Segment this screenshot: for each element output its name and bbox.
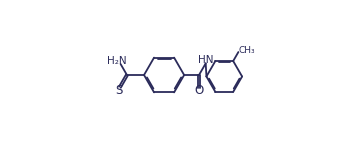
Text: O: O — [194, 84, 204, 97]
Text: HN: HN — [198, 56, 213, 65]
Text: CH₃: CH₃ — [239, 46, 256, 55]
Text: S: S — [116, 84, 123, 97]
Text: H₂N: H₂N — [107, 56, 126, 66]
